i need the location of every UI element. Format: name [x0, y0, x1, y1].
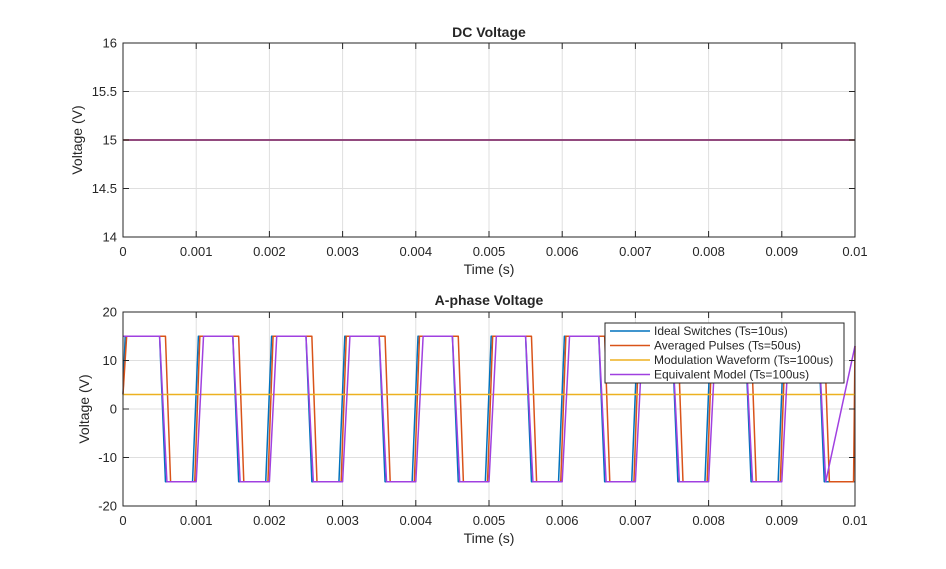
x-tick-label: 0.007 — [619, 244, 652, 259]
legend-entry-equivalent-model: Equivalent Model (Ts=100us) — [654, 368, 809, 382]
x-tick-label: 0.001 — [180, 244, 213, 259]
chart-title: A-phase Voltage — [435, 292, 544, 308]
x-tick-label: 0.005 — [473, 244, 506, 259]
x-tick-label: 0.002 — [253, 244, 286, 259]
dc-voltage-axes: 0 0.001 0.002 0.003 0.004 0.005 0.006 0.007 0.00… — [69, 24, 868, 277]
x-tick-label: 0.004 — [400, 244, 433, 259]
x-tick-label: 0 — [119, 513, 126, 528]
y-tick-label: -20 — [98, 499, 117, 514]
y-axis-label: Voltage (V) — [76, 374, 92, 443]
legend-entry-ideal-switches: Ideal Switches (Ts=10us) — [654, 324, 788, 338]
chart-title: DC Voltage — [452, 24, 526, 40]
legend-entry-averaged-pulses: Averaged Pulses (Ts=50us) — [654, 339, 801, 353]
y-tick-label: -10 — [98, 450, 117, 465]
x-tick-label: 0.007 — [619, 513, 652, 528]
legend-entry-modulation-waveform: Modulation Waveform (Ts=100us) — [654, 353, 833, 367]
x-tick-label: 0.003 — [326, 244, 359, 259]
x-tick-label: 0.01 — [842, 513, 867, 528]
x-tick-label: 0.009 — [766, 244, 799, 259]
y-tick-label: 15 — [103, 133, 117, 148]
y-tick-label: 15.5 — [92, 84, 117, 99]
x-tick-label: 0 — [119, 244, 126, 259]
y-tick-label: 20 — [103, 305, 117, 320]
y-tick-label: 0 — [110, 402, 117, 417]
x-tick-label: 0.001 — [180, 513, 213, 528]
x-axis-label: Time (s) — [464, 530, 515, 546]
x-tick-label: 0.002 — [253, 513, 286, 528]
legend: Ideal Switches (Ts=10us) Averaged Pulses… — [604, 322, 845, 384]
ticks: 0 0.001 0.002 0.003 0.004 0.005 0.006 0.007 0.00… — [98, 305, 867, 529]
y-axis-label: Voltage (V) — [69, 105, 85, 174]
x-tick-label: 0.008 — [692, 244, 725, 259]
x-tick-label: 0.006 — [546, 513, 579, 528]
a-phase-voltage-axes: 0 0.001 0.002 0.003 0.004 0.005 0.006 0.007 0.00… — [76, 292, 868, 546]
ticks: 0 0.001 0.002 0.003 0.004 0.005 0.006 0.007 0.00… — [92, 36, 868, 260]
y-tick-label: 14.5 — [92, 181, 117, 196]
x-tick-label: 0.01 — [842, 244, 867, 259]
x-tick-label: 0.005 — [473, 513, 506, 528]
y-tick-label: 14 — [103, 230, 117, 245]
x-tick-label: 0.006 — [546, 244, 579, 259]
x-tick-label: 0.003 — [326, 513, 359, 528]
legend-box — [604, 322, 845, 384]
y-tick-label: 10 — [103, 353, 117, 368]
x-axis-label: Time (s) — [464, 261, 515, 277]
x-tick-label: 0.004 — [400, 513, 433, 528]
x-tick-label: 0.009 — [766, 513, 799, 528]
y-tick-label: 16 — [103, 36, 117, 51]
x-tick-label: 0.008 — [692, 513, 725, 528]
